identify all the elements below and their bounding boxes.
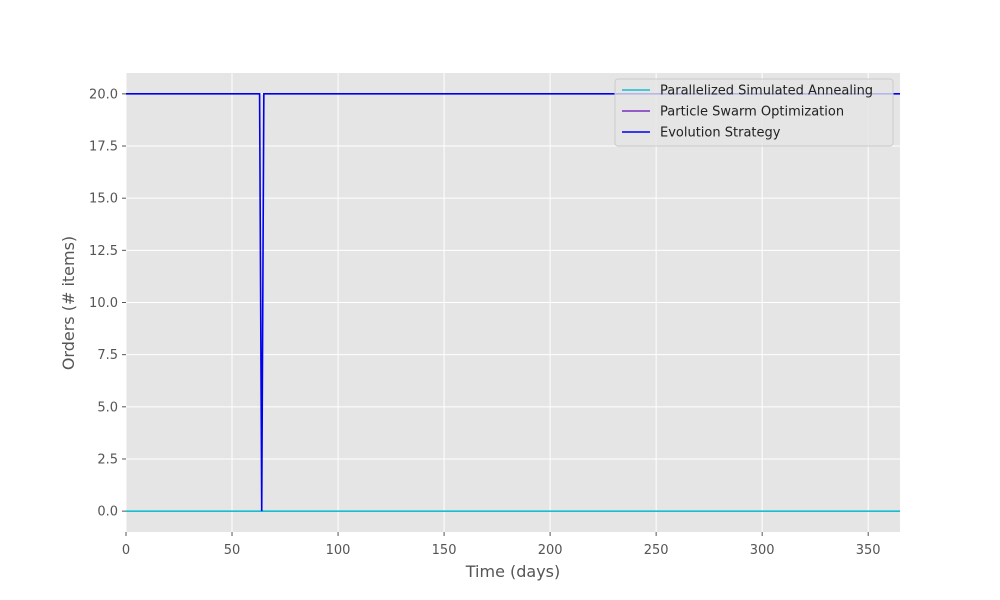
series-layer	[126, 93, 900, 512]
x-tick-label: 150	[432, 543, 457, 558]
legend-label-1: Particle Swarm Optimization	[660, 105, 844, 120]
y-tick-label: 10.0	[89, 296, 118, 311]
series-line-2	[126, 93, 900, 512]
y-tick-label: 15.0	[89, 192, 118, 207]
legend-box	[614, 78, 894, 147]
ticks: 0 50 100 150 200 250 300 350 0.0 2.5 5.0 7.5 10.0 12.…	[89, 87, 881, 558]
x-tick-label: 100	[326, 543, 351, 558]
x-tick-label: 200	[538, 543, 563, 558]
x-tick-label: 0	[122, 543, 130, 558]
y-tick-label: 20.0	[89, 87, 118, 102]
x-tick-label: 250	[644, 543, 669, 558]
y-tick-label: 7.5	[97, 348, 118, 363]
y-tick-label: 0.0	[97, 505, 118, 520]
y-axis-label: Orders (# items)	[59, 236, 78, 370]
y-tick-label: 5.0	[97, 400, 118, 415]
x-axis-label: Time (days)	[465, 562, 561, 581]
y-tick-label: 17.5	[89, 140, 118, 155]
y-tick-label: 12.5	[89, 244, 118, 259]
legend-label-0: Parallelized Simulated Annealing	[660, 84, 873, 99]
legend-label-2: Evolution Strategy	[660, 126, 781, 141]
x-tick-label: 350	[856, 543, 881, 558]
x-tick-label: 300	[750, 543, 775, 558]
y-tick-label: 2.5	[97, 452, 118, 467]
legend: Parallelized Simulated Annealing Particle…	[614, 78, 894, 147]
x-tick-label: 50	[224, 543, 241, 558]
